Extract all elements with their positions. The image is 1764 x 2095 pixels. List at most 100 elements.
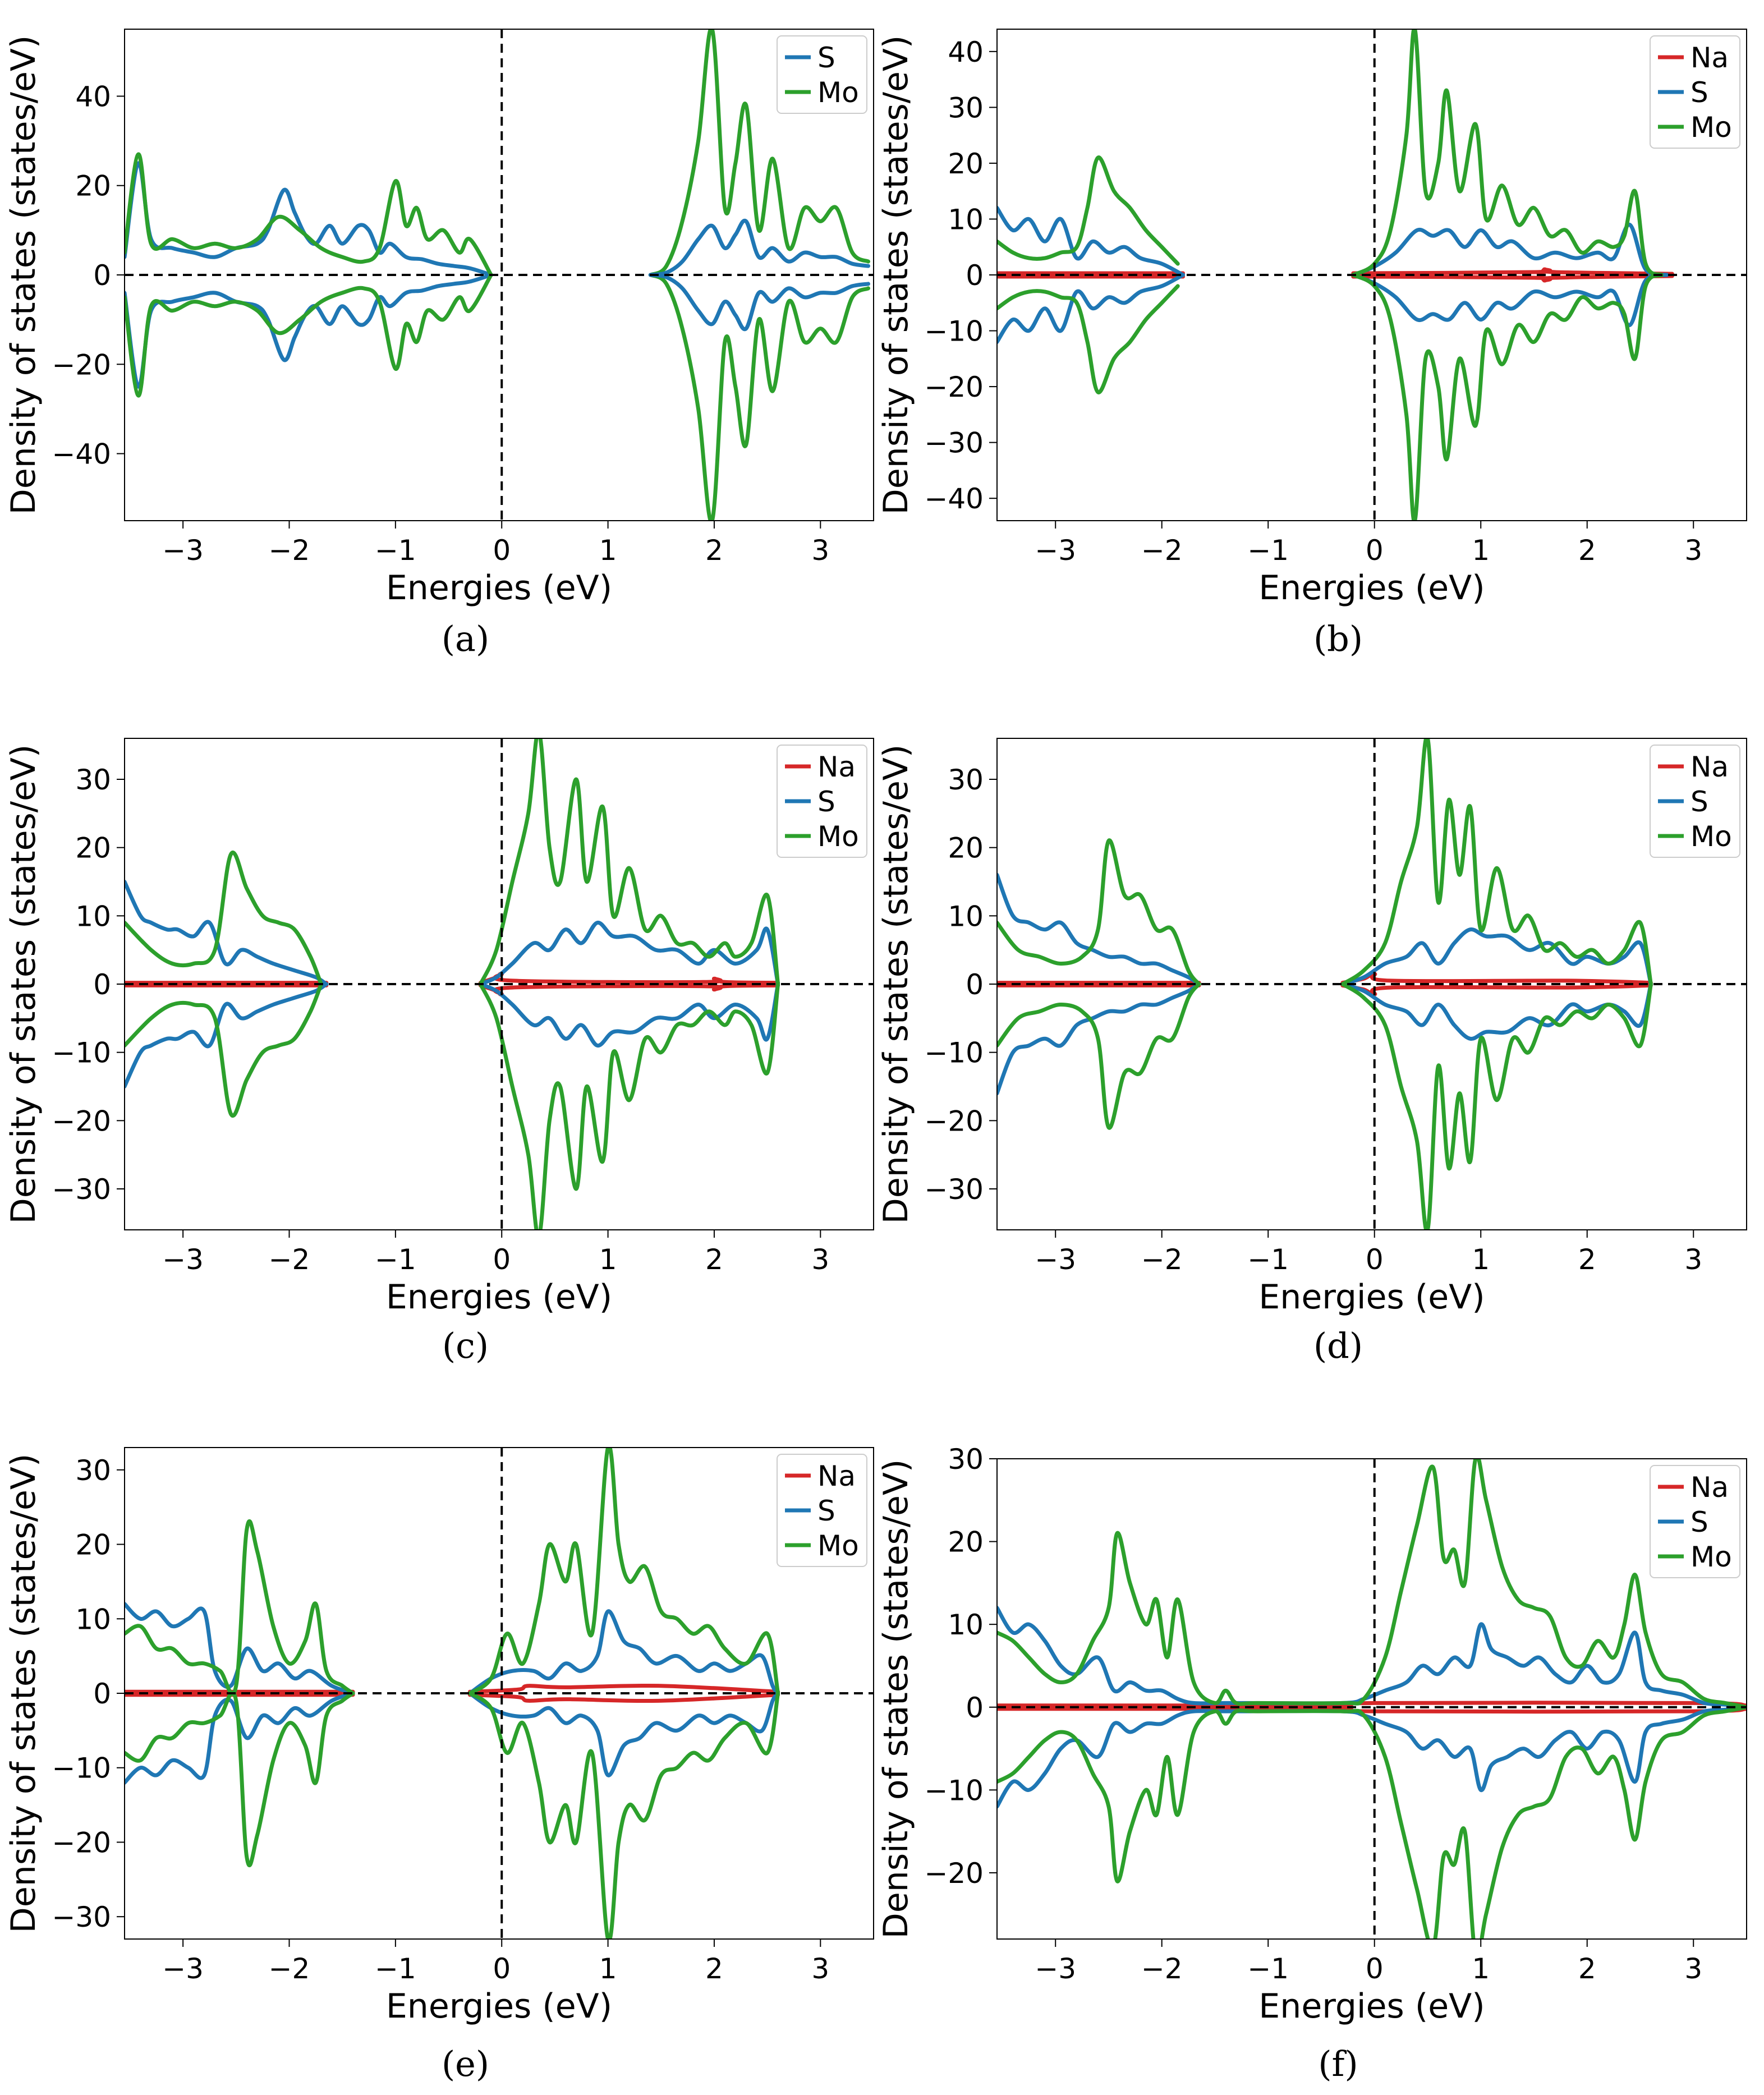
series-line-mo-down — [997, 1705, 1747, 1939]
x-tick-label: 0 — [1366, 1243, 1384, 1276]
x-tick-label: −3 — [1035, 1952, 1076, 1985]
legend-box — [777, 745, 867, 858]
x-tick-label: 3 — [811, 1952, 829, 1985]
y-axis-label: Density of states (states/eV) — [876, 35, 916, 515]
series-line-s-down — [997, 982, 1201, 1096]
series-line-s-down — [478, 982, 780, 1048]
series-line-mo-down — [125, 1690, 355, 1868]
series-line-na-down — [1340, 983, 1653, 996]
series-line-mo-down — [1340, 982, 1653, 1230]
x-tick-label: −2 — [1141, 1243, 1183, 1276]
x-tick-label: 2 — [705, 534, 723, 567]
series-line-na-up — [1340, 972, 1653, 985]
axes-frame — [996, 1458, 1747, 1940]
series-line-s-down — [997, 1705, 1747, 1809]
y-tick-label: −20 — [52, 1826, 111, 1859]
y-tick-label: −10 — [924, 1037, 984, 1069]
series-line-mo-up — [997, 1459, 1747, 1710]
y-tick-label: −10 — [52, 1752, 111, 1785]
x-tick-label: −1 — [1247, 1243, 1289, 1276]
x-tick-label: 3 — [811, 1243, 829, 1276]
legend-box — [1650, 35, 1740, 149]
series-line-mo-down — [997, 284, 1180, 394]
x-tick-label: −3 — [1035, 534, 1076, 567]
series-line-s-up — [125, 1602, 355, 1696]
x-axis-label: Energies (eV) — [1258, 568, 1485, 608]
y-tick-label: 20 — [75, 1529, 111, 1561]
y-tick-label: −30 — [924, 1173, 984, 1206]
x-tick-label: 3 — [811, 534, 829, 567]
series-line-mo-up — [125, 1519, 355, 1696]
y-axis-label: Density of states (states/eV) — [876, 745, 916, 1224]
x-tick-label: 1 — [599, 534, 617, 567]
y-tick-label: 30 — [75, 1454, 111, 1487]
series-line-s-down — [648, 273, 870, 332]
x-tick-label: 0 — [1366, 534, 1384, 567]
plot-area — [997, 29, 1747, 521]
series-line-na-up — [1351, 267, 1674, 276]
x-tick-label: −3 — [162, 1952, 204, 1985]
x-tick-label: 0 — [1366, 1952, 1384, 1985]
plot-area — [997, 1459, 1747, 1939]
y-tick-label: 10 — [75, 1603, 111, 1635]
series-line-na-down — [478, 983, 780, 996]
legend-label-mo: Mo — [1690, 820, 1732, 853]
y-tick-label: −20 — [924, 371, 984, 403]
y-axis-label: Density of states (states/eV) — [4, 35, 43, 515]
legend-label-mo: Mo — [1690, 111, 1732, 144]
x-axis-label: Energies (eV) — [386, 1278, 612, 1317]
x-tick-label: 0 — [493, 534, 511, 567]
series-line-mo-up — [467, 1448, 780, 1696]
y-tick-label: −30 — [52, 1173, 111, 1206]
x-tick-label: 0 — [493, 1243, 511, 1276]
y-tick-label: 30 — [948, 764, 984, 796]
x-tick-label: −2 — [269, 1952, 310, 1985]
x-axis-label: Energies (eV) — [386, 568, 612, 608]
series-line-mo-up — [648, 29, 870, 277]
y-tick-label: 20 — [948, 832, 984, 865]
legend-label-s: S — [1690, 1506, 1708, 1538]
legend-label-na: Na — [1690, 1471, 1729, 1504]
panel-caption: (c) — [442, 1325, 489, 1366]
x-tick-label: −2 — [269, 534, 310, 567]
y-axis-label: Density of states (states/eV) — [4, 1454, 43, 1933]
x-tick-label: 3 — [1684, 534, 1702, 567]
series-line-na-down — [467, 1693, 780, 1703]
series-line-s-up — [997, 206, 1186, 277]
y-axis-label: Density of states (states/eV) — [876, 1459, 916, 1939]
series-line-na-down — [1351, 274, 1674, 283]
y-tick-label: 0 — [93, 1678, 111, 1710]
series-line-s-up — [478, 921, 780, 986]
series-line-mo-down — [467, 1691, 780, 1939]
series-line-mo-up — [125, 851, 323, 986]
x-tick-label: 2 — [1578, 534, 1596, 567]
y-tick-label: 20 — [948, 148, 984, 180]
y-tick-label: −10 — [52, 1037, 111, 1069]
x-tick-label: 3 — [1684, 1243, 1702, 1276]
axes-frame — [124, 29, 874, 521]
y-tick-label: 0 — [966, 968, 984, 1001]
y-tick-label: 0 — [966, 259, 984, 292]
panel-caption: (e) — [442, 2043, 489, 2084]
y-tick-label: 10 — [75, 900, 111, 932]
y-tick-label: −20 — [52, 1105, 111, 1137]
plot-area — [997, 738, 1747, 1230]
y-tick-label: −30 — [52, 1901, 111, 1933]
y-tick-label: 20 — [75, 832, 111, 865]
x-tick-label: −3 — [1035, 1243, 1076, 1276]
y-tick-label: −10 — [924, 315, 984, 348]
y-tick-label: 20 — [948, 1526, 984, 1559]
y-tick-label: 20 — [75, 170, 111, 203]
series-line-na-up — [478, 972, 780, 985]
legend-label-na: Na — [817, 751, 856, 783]
legend-label-s: S — [817, 42, 835, 74]
x-tick-label: −2 — [1141, 534, 1183, 567]
legend-label-na: Na — [817, 1460, 856, 1492]
legend-label-mo: Mo — [817, 1529, 859, 1562]
x-tick-label: 2 — [1578, 1952, 1596, 1985]
